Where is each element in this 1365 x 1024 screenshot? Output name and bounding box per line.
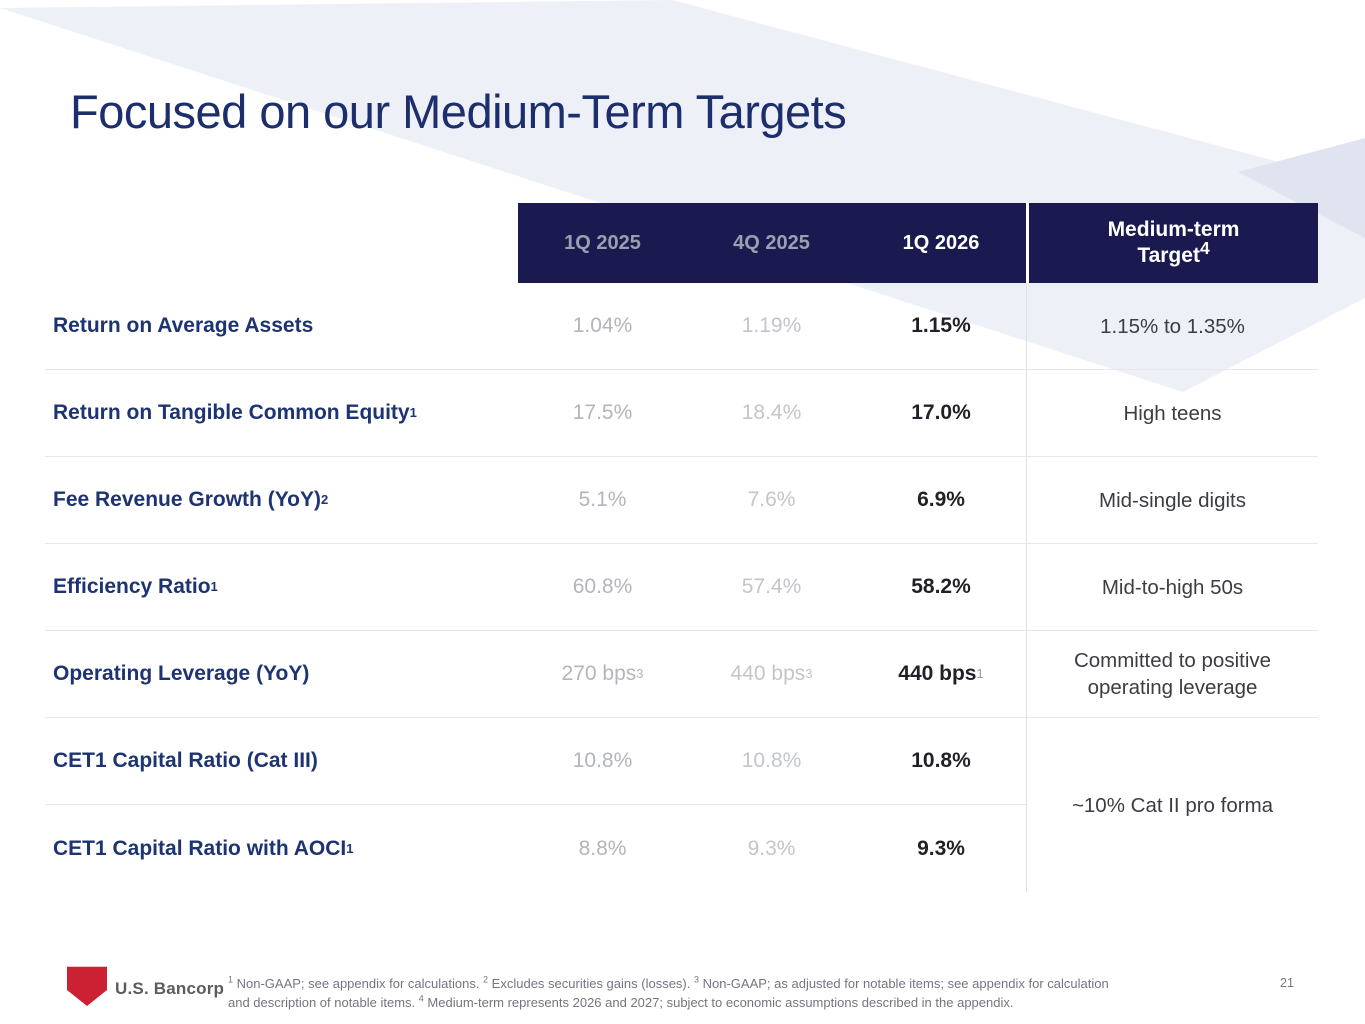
cell-target: Committed to positive operating leverage xyxy=(1026,631,1318,718)
cell-value: 17.5% xyxy=(518,370,687,457)
targets-table: 1Q 2025 4Q 2025 1Q 2026 Medium-term Targ… xyxy=(45,203,1318,892)
cell-value-current: 10.8% xyxy=(856,718,1026,805)
column-header-4q2025: 4Q 2025 xyxy=(687,203,856,283)
row-label-cet1-capital-ratio: CET1 Capital Ratio (Cat III) xyxy=(45,718,518,805)
cell-value: 9.3% xyxy=(747,836,796,860)
cell-value: 18.4% xyxy=(687,370,856,457)
target-header-line2: Target4 xyxy=(1137,238,1210,267)
cell-value: 1.04% xyxy=(518,283,687,370)
cell-value: 1.19% xyxy=(687,283,856,370)
cell-value-current: 1.15% xyxy=(856,283,1026,370)
cell-target-merged-cet1: ~10% Cat II pro forma xyxy=(1026,718,1318,892)
cell-target: Mid-to-high 50s xyxy=(1026,544,1318,631)
cell-target: Mid-single digits xyxy=(1026,457,1318,544)
row-label-cet1-capital-ratio-with-aoci: CET1 Capital Ratio with AOCI 1 xyxy=(53,836,354,860)
us-bancorp-wordmark: U.S. Bancorp xyxy=(115,979,225,998)
cell-target: 1.15% to 1.35% xyxy=(1026,283,1318,370)
row-label-operating-leverage: Operating Leverage (YoY) xyxy=(45,631,518,718)
cell-value: 10.8% xyxy=(518,718,687,805)
cell-value: 57.4% xyxy=(687,544,856,631)
cell-value-current: 17.0% xyxy=(856,370,1026,457)
cell-value-current: 6.9% xyxy=(856,457,1026,544)
target-header-line1: Medium-term xyxy=(1107,218,1240,241)
footnote-line-2: and description of notable items. 4 Medi… xyxy=(228,993,1014,1010)
cell-value: 270 bps 3 xyxy=(518,631,687,718)
row-label-fee-revenue-growth: Fee Revenue Growth (YoY) 2 xyxy=(45,457,518,544)
cell-value: 10.8% xyxy=(687,718,856,805)
cell-value-current: 58.2% xyxy=(856,544,1026,631)
cell-value: 60.8% xyxy=(518,544,687,631)
cell-value: 5.1% xyxy=(518,457,687,544)
column-header-1q2026: 1Q 2026 xyxy=(856,203,1026,283)
cell-value: 8.8% xyxy=(578,836,627,860)
cell-value: 7.6% xyxy=(687,457,856,544)
slide-title: Focused on our Medium-Term Targets xyxy=(70,85,847,138)
cell-value-current: 440 bps 1 xyxy=(856,631,1026,718)
row-label-return-on-tangible-common-equity: Return on Tangible Common Equity 1 xyxy=(45,370,518,457)
footnotes: 1 Non-GAAP; see appendix for calculation… xyxy=(228,974,1248,1012)
row-label-efficiency-ratio: Efficiency Ratio 1 xyxy=(45,544,518,631)
column-header-1q2025: 1Q 2025 xyxy=(518,203,687,283)
us-bancorp-shield-icon xyxy=(67,966,107,1006)
row-label-return-on-average-assets: Return on Average Assets xyxy=(45,283,518,370)
header-spacer xyxy=(45,203,518,283)
cell-target: High teens xyxy=(1026,370,1318,457)
cell-value: 440 bps 3 xyxy=(687,631,856,718)
cell-value-current: 9.3% xyxy=(917,836,965,860)
footnote-line-1: 1 Non-GAAP; see appendix for calculation… xyxy=(228,974,1109,991)
page-number: 21 xyxy=(1280,976,1294,990)
column-header-medium-term-target: Medium-term Target4 xyxy=(1026,203,1318,283)
